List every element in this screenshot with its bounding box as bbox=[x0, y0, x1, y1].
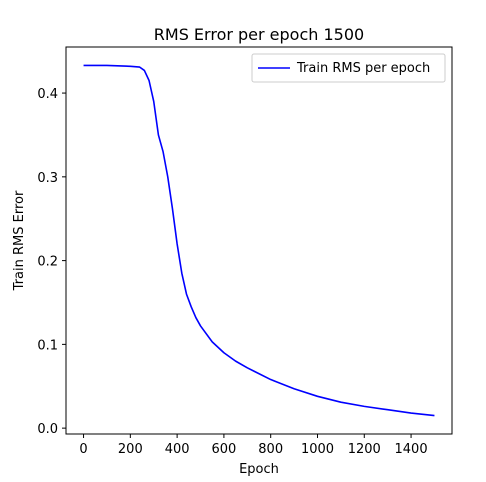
x-tick-label: 600 bbox=[211, 442, 236, 457]
y-tick-label: 0.4 bbox=[37, 87, 58, 102]
y-tick-label: 0.2 bbox=[37, 255, 58, 270]
x-axis-label: Epoch bbox=[239, 462, 279, 477]
y-axis: 0.0 0.1 0.2 0.3 0.4 bbox=[37, 87, 66, 437]
x-tick-label: 400 bbox=[165, 442, 190, 457]
legend: Train RMS per epoch bbox=[251, 53, 446, 83]
x-axis: 0 200 400 600 800 1000 1200 1400 bbox=[79, 434, 428, 457]
x-tick-label: 1000 bbox=[301, 442, 334, 457]
legend-box bbox=[251, 53, 446, 83]
x-tick-label: 800 bbox=[258, 442, 283, 457]
plot-area bbox=[83, 64, 435, 417]
y-tick-label: 0.1 bbox=[37, 338, 58, 353]
legend-label: Train RMS per epoch bbox=[296, 61, 430, 76]
x-tick-label: 1400 bbox=[395, 442, 428, 457]
series-line-0 bbox=[83, 64, 435, 417]
x-tick-label: 1200 bbox=[348, 442, 381, 457]
y-tick-label: 0.3 bbox=[37, 171, 58, 186]
x-tick-label: 0 bbox=[79, 442, 87, 457]
plot-frame bbox=[65, 46, 453, 435]
y-axis-label: Train RMS Error bbox=[12, 190, 27, 291]
chart-title: RMS Error per epoch 1500 bbox=[154, 25, 364, 44]
y-tick-label: 0.0 bbox=[37, 422, 58, 437]
x-tick-label: 200 bbox=[118, 442, 143, 457]
